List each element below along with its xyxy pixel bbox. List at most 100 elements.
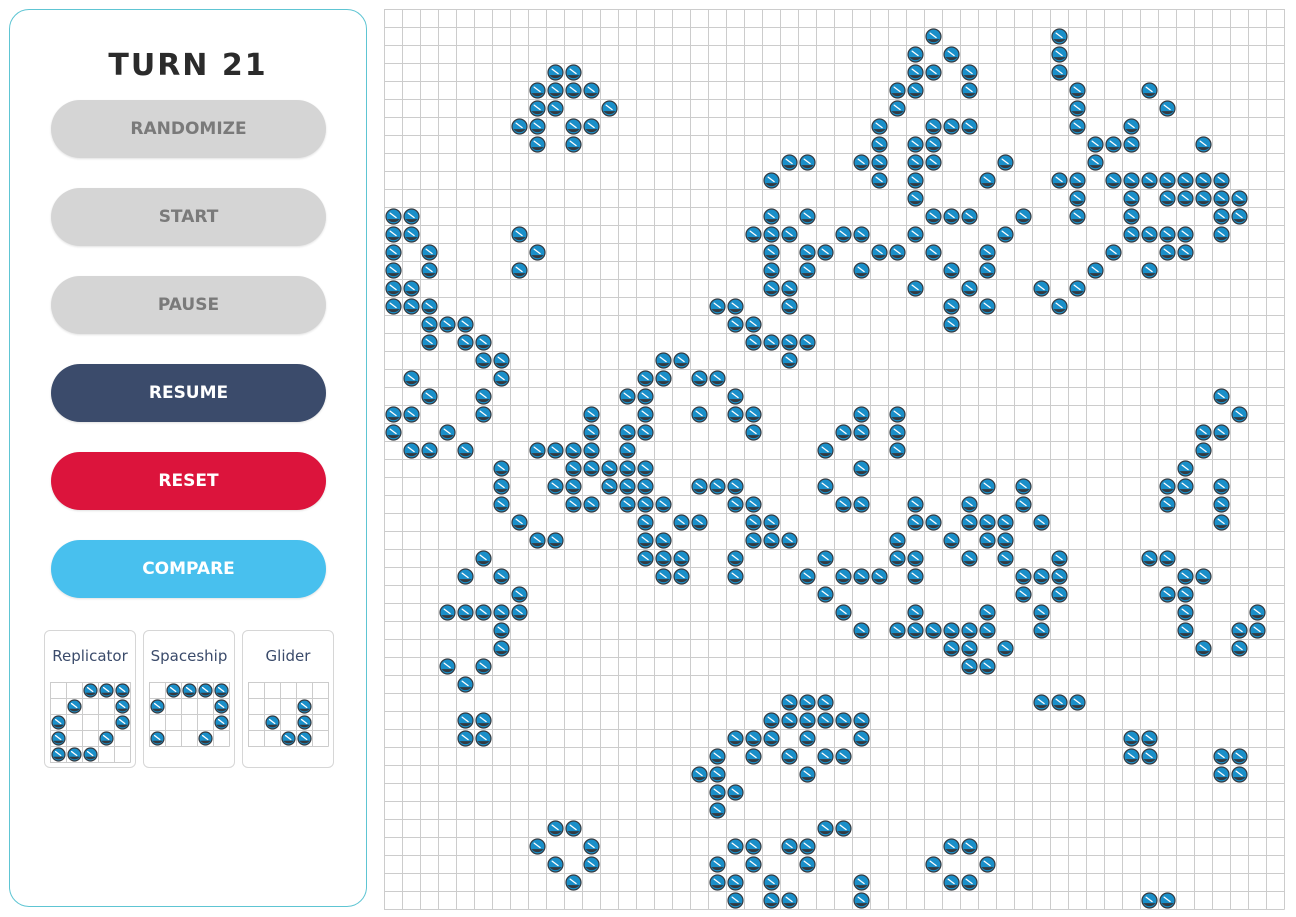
- live-cell-board-icon[interactable]: [1159, 172, 1176, 189]
- live-cell-board-icon[interactable]: [763, 730, 780, 747]
- live-cell-board-icon[interactable]: [853, 406, 870, 423]
- live-cell-board-icon[interactable]: [493, 604, 510, 621]
- live-cell-board-icon[interactable]: [655, 370, 672, 387]
- live-cell-board-icon[interactable]: [817, 820, 834, 837]
- live-cell-board-icon[interactable]: [871, 118, 888, 135]
- live-cell-board-icon[interactable]: [799, 262, 816, 279]
- live-cell-board-icon[interactable]: [799, 730, 816, 747]
- live-cell-board-icon[interactable]: [979, 604, 996, 621]
- live-cell-board-icon[interactable]: [907, 496, 924, 513]
- live-cell-board-icon[interactable]: [583, 496, 600, 513]
- live-cell-board-icon[interactable]: [691, 514, 708, 531]
- live-cell-board-icon[interactable]: [1195, 568, 1212, 585]
- live-cell-board-icon[interactable]: [871, 172, 888, 189]
- live-cell-pattern-icon[interactable]: [214, 683, 229, 698]
- live-cell-board-icon[interactable]: [925, 514, 942, 531]
- live-cell-board-icon[interactable]: [817, 442, 834, 459]
- live-cell-board-icon[interactable]: [637, 460, 654, 477]
- live-cell-board-icon[interactable]: [1213, 172, 1230, 189]
- live-cell-board-icon[interactable]: [673, 568, 690, 585]
- live-cell-board-icon[interactable]: [1087, 262, 1104, 279]
- live-cell-board-icon[interactable]: [619, 442, 636, 459]
- live-cell-board-icon[interactable]: [871, 568, 888, 585]
- live-cell-board-icon[interactable]: [1195, 442, 1212, 459]
- live-cell-board-icon[interactable]: [1015, 586, 1032, 603]
- live-cell-board-icon[interactable]: [421, 442, 438, 459]
- live-cell-board-icon[interactable]: [529, 442, 546, 459]
- live-cell-board-icon[interactable]: [601, 100, 618, 117]
- live-cell-board-icon[interactable]: [907, 154, 924, 171]
- live-cell-board-icon[interactable]: [1231, 622, 1248, 639]
- live-cell-pattern-icon[interactable]: [115, 683, 130, 698]
- live-cell-board-icon[interactable]: [925, 136, 942, 153]
- live-cell-pattern-icon[interactable]: [297, 699, 312, 714]
- live-cell-board-icon[interactable]: [961, 118, 978, 135]
- live-cell-board-icon[interactable]: [1033, 280, 1050, 297]
- live-cell-board-icon[interactable]: [745, 514, 762, 531]
- live-cell-board-icon[interactable]: [979, 532, 996, 549]
- live-cell-board-icon[interactable]: [1231, 640, 1248, 657]
- live-cell-board-icon[interactable]: [655, 496, 672, 513]
- live-cell-board-icon[interactable]: [745, 532, 762, 549]
- live-cell-board-icon[interactable]: [1177, 478, 1194, 495]
- live-cell-board-icon[interactable]: [1069, 118, 1086, 135]
- live-cell-pattern-icon[interactable]: [115, 699, 130, 714]
- live-cell-board-icon[interactable]: [1213, 208, 1230, 225]
- live-cell-board-icon[interactable]: [529, 532, 546, 549]
- live-cell-board-icon[interactable]: [673, 514, 690, 531]
- live-cell-board-icon[interactable]: [1033, 568, 1050, 585]
- live-cell-board-icon[interactable]: [547, 82, 564, 99]
- live-cell-board-icon[interactable]: [673, 550, 690, 567]
- live-cell-board-icon[interactable]: [709, 856, 726, 873]
- live-cell-board-icon[interactable]: [763, 262, 780, 279]
- live-cell-board-icon[interactable]: [799, 154, 816, 171]
- game-board[interactable]: [384, 9, 1285, 910]
- live-cell-pattern-icon[interactable]: [214, 715, 229, 730]
- live-cell-board-icon[interactable]: [1195, 190, 1212, 207]
- live-cell-board-icon[interactable]: [997, 532, 1014, 549]
- live-cell-board-icon[interactable]: [1123, 208, 1140, 225]
- live-cell-board-icon[interactable]: [1177, 172, 1194, 189]
- live-cell-board-icon[interactable]: [1069, 190, 1086, 207]
- live-cell-board-icon[interactable]: [403, 406, 420, 423]
- live-cell-board-icon[interactable]: [583, 442, 600, 459]
- live-cell-board-icon[interactable]: [385, 208, 402, 225]
- live-cell-board-icon[interactable]: [835, 604, 852, 621]
- live-cell-pattern-icon[interactable]: [166, 683, 181, 698]
- live-cell-board-icon[interactable]: [1213, 478, 1230, 495]
- live-cell-board-icon[interactable]: [709, 748, 726, 765]
- live-cell-board-icon[interactable]: [1123, 136, 1140, 153]
- live-cell-board-icon[interactable]: [799, 334, 816, 351]
- live-cell-board-icon[interactable]: [673, 352, 690, 369]
- live-cell-board-icon[interactable]: [475, 730, 492, 747]
- live-cell-board-icon[interactable]: [781, 748, 798, 765]
- live-cell-board-icon[interactable]: [403, 226, 420, 243]
- live-cell-board-icon[interactable]: [1051, 64, 1068, 81]
- live-cell-board-icon[interactable]: [565, 64, 582, 81]
- live-cell-board-icon[interactable]: [1141, 262, 1158, 279]
- live-cell-board-icon[interactable]: [835, 820, 852, 837]
- live-cell-board-icon[interactable]: [835, 226, 852, 243]
- live-cell-board-icon[interactable]: [1105, 136, 1122, 153]
- live-cell-board-icon[interactable]: [835, 712, 852, 729]
- live-cell-board-icon[interactable]: [1213, 748, 1230, 765]
- live-cell-board-icon[interactable]: [619, 424, 636, 441]
- live-cell-board-icon[interactable]: [457, 676, 474, 693]
- pattern-card-spaceship[interactable]: Spaceship: [143, 630, 235, 768]
- live-cell-board-icon[interactable]: [511, 118, 528, 135]
- live-cell-board-icon[interactable]: [583, 406, 600, 423]
- live-cell-board-icon[interactable]: [925, 244, 942, 261]
- live-cell-board-icon[interactable]: [817, 550, 834, 567]
- live-cell-board-icon[interactable]: [583, 82, 600, 99]
- live-cell-board-icon[interactable]: [385, 226, 402, 243]
- live-cell-board-icon[interactable]: [637, 370, 654, 387]
- live-cell-board-icon[interactable]: [763, 208, 780, 225]
- live-cell-board-icon[interactable]: [493, 496, 510, 513]
- live-cell-board-icon[interactable]: [1177, 568, 1194, 585]
- live-cell-board-icon[interactable]: [853, 460, 870, 477]
- live-cell-board-icon[interactable]: [943, 532, 960, 549]
- live-cell-board-icon[interactable]: [709, 298, 726, 315]
- live-cell-pattern-icon[interactable]: [67, 747, 82, 762]
- live-cell-board-icon[interactable]: [547, 442, 564, 459]
- live-cell-board-icon[interactable]: [745, 424, 762, 441]
